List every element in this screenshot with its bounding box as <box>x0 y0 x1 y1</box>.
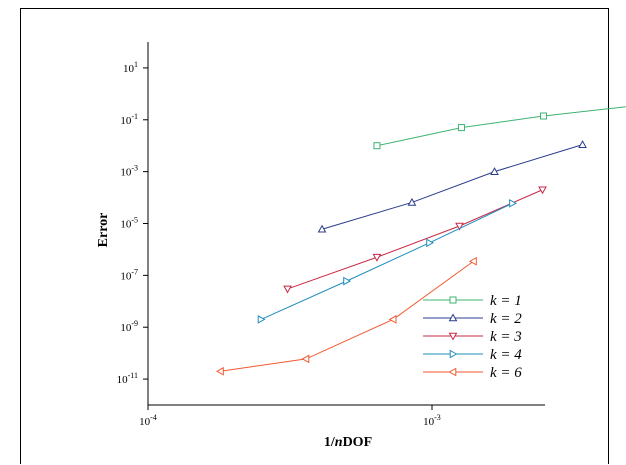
data-point <box>490 167 499 175</box>
y-tick-label: 10-5 <box>120 216 138 231</box>
series-line <box>321 144 583 230</box>
data-point <box>283 285 292 294</box>
legend-entry: k = 1 <box>423 293 522 309</box>
axes <box>147 42 545 406</box>
series-line <box>260 202 513 320</box>
x-tick-exponent: -3 <box>434 413 441 422</box>
y-tick-exponent: 1 <box>134 60 138 69</box>
x-tick-label: 10-3 <box>423 413 441 428</box>
data-point <box>455 222 464 231</box>
y-tick-base: 10 <box>123 63 135 75</box>
legend-entry: k = 4 <box>423 347 522 363</box>
y-tick-exponent: -7 <box>131 267 138 276</box>
legend-label: k = 1 <box>490 293 522 309</box>
legend-marker <box>448 313 458 322</box>
data-point <box>372 253 382 262</box>
data-point <box>343 276 352 286</box>
series-4 <box>257 198 517 324</box>
y-tick-base: 10 <box>120 322 132 334</box>
series-3 <box>283 186 547 294</box>
x-axis-title: 1/nDOF <box>324 435 372 450</box>
data-point <box>578 140 587 148</box>
data-point <box>407 197 417 206</box>
legend: k = 1 k = 2 k = 3 k = 4 k = 6 <box>423 293 522 381</box>
data-point <box>540 112 548 120</box>
x-axis-title-italic: n <box>335 435 343 450</box>
y-tick-label: 10-11 <box>117 371 138 386</box>
legend-entry: k = 3 <box>423 329 522 345</box>
y-tick-label: 10-3 <box>120 164 138 179</box>
data-point <box>468 256 477 266</box>
y-axis-title: Error <box>96 213 111 248</box>
y-tick-exponent: -9 <box>131 319 138 328</box>
y-tick-base: 10 <box>120 115 132 127</box>
y-tick-exponent: -11 <box>128 371 138 380</box>
y-tick-exponent: -5 <box>131 216 138 225</box>
data-point <box>373 142 381 150</box>
data-point <box>388 315 397 324</box>
data-point <box>215 366 224 376</box>
y-tick-base: 10 <box>120 219 132 231</box>
legend-marker <box>448 367 457 377</box>
y-tick-label: 10-1 <box>120 112 138 127</box>
series-layer <box>215 106 626 376</box>
legend-entry: k = 2 <box>423 311 522 327</box>
legend-label: k = 2 <box>490 311 522 327</box>
series-line <box>376 106 626 147</box>
legend-marker <box>449 296 457 304</box>
figure-frame <box>20 8 609 464</box>
y-tick-base: 10 <box>120 270 132 282</box>
data-point <box>538 186 547 195</box>
data-point <box>457 124 465 132</box>
data-point <box>509 198 517 208</box>
x-axis-title-prefix: 1/ <box>324 435 336 450</box>
y-tick-base: 10 <box>117 374 129 386</box>
legend-marker <box>448 332 458 341</box>
series-2 <box>317 140 587 233</box>
y-tick-label: 10-9 <box>120 319 138 334</box>
legend-label: k = 6 <box>490 365 522 381</box>
y-tick-base: 10 <box>120 167 132 179</box>
y-tick-label: 101 <box>123 60 138 75</box>
x-tick-base: 10 <box>139 416 151 428</box>
x-tick-label: 10-4 <box>139 413 157 428</box>
data-point <box>317 224 327 233</box>
y-tick-label: 10-7 <box>120 267 138 282</box>
series-5 <box>215 256 477 376</box>
legend-label: k = 4 <box>490 347 522 363</box>
data-point <box>257 315 266 324</box>
legend-label: k = 3 <box>490 329 522 345</box>
legend-marker <box>449 349 458 359</box>
legend-entry: k = 6 <box>423 365 522 381</box>
x-tick-exponent: -4 <box>150 413 157 422</box>
series-1 <box>373 106 626 150</box>
x-tick-base: 10 <box>423 416 435 428</box>
series-line <box>220 260 474 372</box>
y-tick-exponent: -3 <box>131 164 138 173</box>
y-tick-exponent: -1 <box>131 112 138 121</box>
x-axis-title-suffix: DOF <box>343 435 373 450</box>
series-line <box>287 189 543 290</box>
data-point <box>426 238 435 248</box>
data-point <box>301 354 310 364</box>
